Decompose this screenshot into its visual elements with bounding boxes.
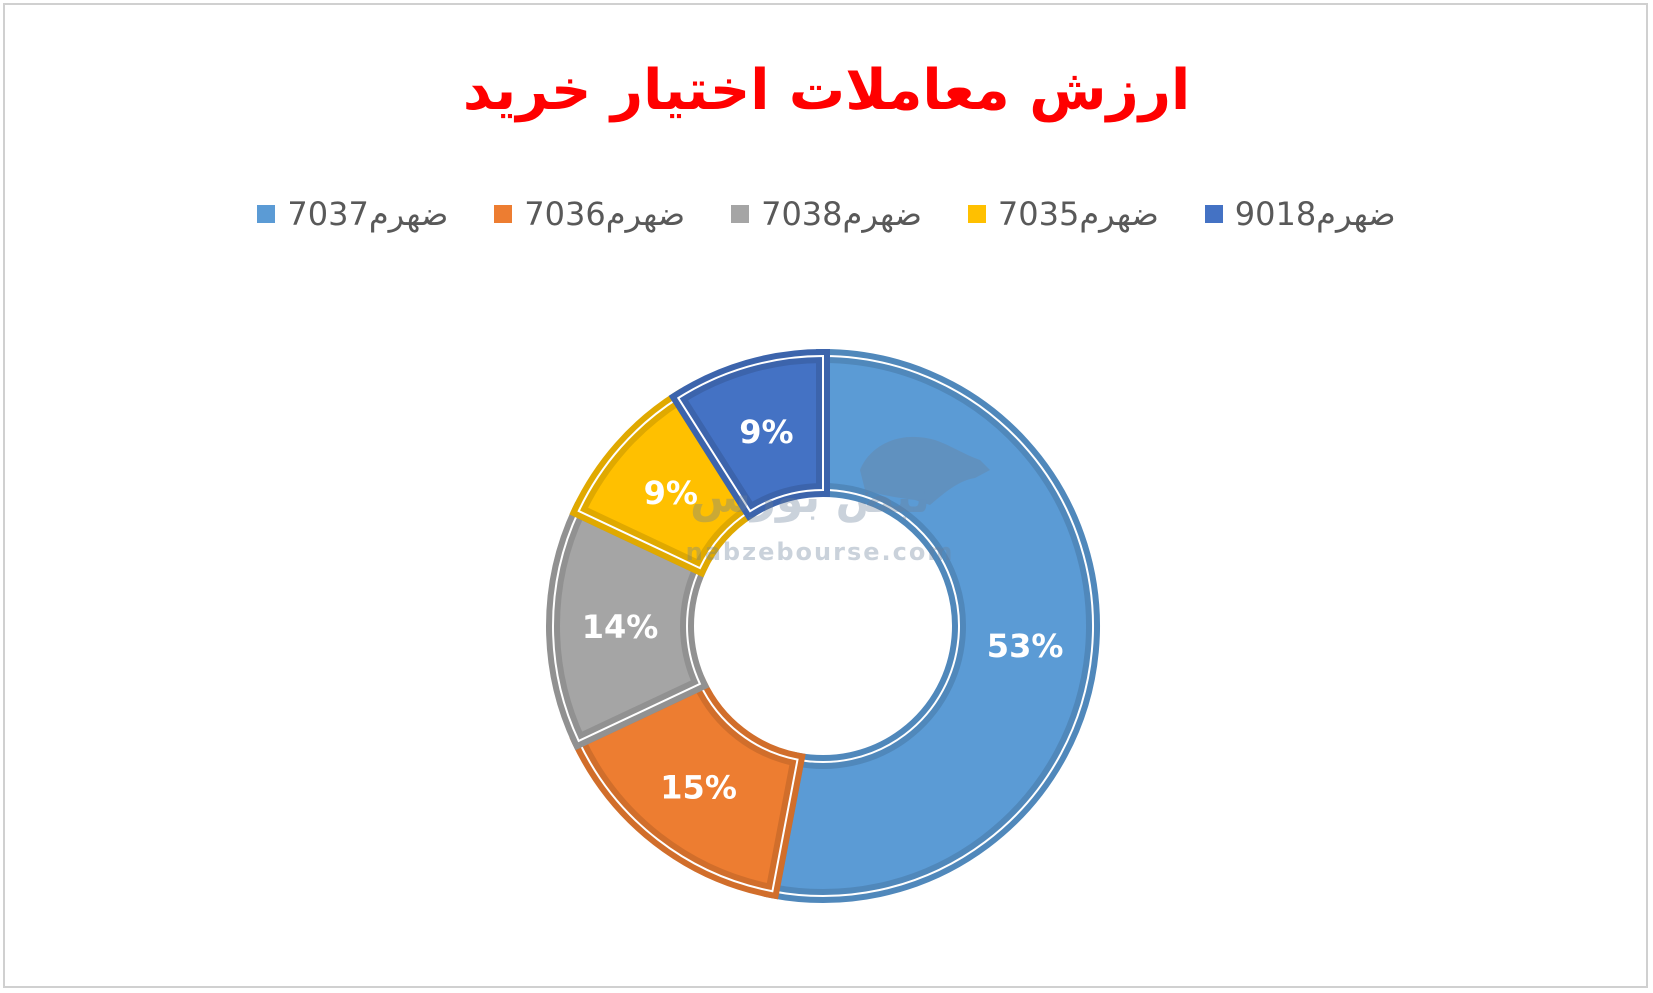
data-label: 53% <box>987 627 1064 665</box>
chart-title: ارزش معاملات اختیار خرید <box>462 58 1191 123</box>
legend-label: ضهرم7038 <box>761 195 922 233</box>
legend-label: ضهرم7036 <box>524 195 686 233</box>
data-label: 9% <box>644 474 698 512</box>
donut-slice-border <box>771 354 1094 897</box>
watermark-logo-text: نبض بورس <box>690 472 930 523</box>
chart-legend: ضهرم7037 ضهرم7036 ضهرم7038 ضهرم7035 ضهرم9018 <box>0 195 1653 233</box>
legend-item: ضهرم7035 <box>967 195 1159 233</box>
legend-item: ضهرم7036 <box>494 195 685 233</box>
legend-label: ضهرم9018 <box>1234 195 1396 233</box>
legend-item: ضهرم7038 <box>731 195 922 233</box>
data-label: 9% <box>739 413 793 451</box>
legend-item: ضهرم7037 <box>257 195 448 233</box>
legend-swatch <box>494 205 513 223</box>
data-label: 15% <box>660 768 737 806</box>
legend-item: ضهرم9018 <box>1204 195 1396 233</box>
donut-slices: 53% 15% 14% 9% 9% <box>546 348 1100 903</box>
watermark: نبض بورس nabzebourse.com <box>686 436 990 566</box>
donut-slice-border <box>676 354 824 513</box>
legend-label: ضهرم7037 <box>287 195 449 233</box>
legend-swatch <box>257 205 276 223</box>
bull-logo-icon <box>860 436 990 505</box>
legend-swatch <box>731 205 750 223</box>
legend-swatch <box>1204 205 1223 223</box>
legend-label: ضهرم7035 <box>997 195 1159 233</box>
watermark-url: nabzebourse.com <box>686 538 955 566</box>
data-label: 14% <box>582 608 659 646</box>
legend-swatch <box>967 205 986 223</box>
